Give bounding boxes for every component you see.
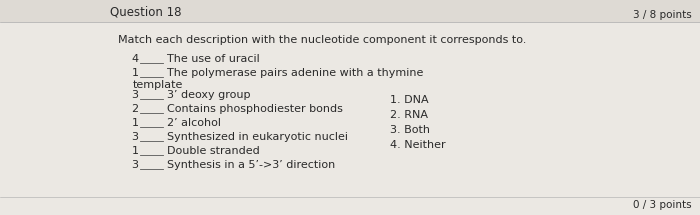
- Text: 4: 4: [132, 54, 139, 64]
- Text: 1: 1: [132, 68, 139, 78]
- Text: Match each description with the nucleotide component it corresponds to.: Match each description with the nucleoti…: [118, 35, 526, 45]
- Text: 2: 2: [132, 104, 139, 114]
- Text: 1: 1: [132, 146, 139, 156]
- Text: 2’ alcohol: 2’ alcohol: [167, 118, 221, 128]
- Text: Double stranded: Double stranded: [167, 146, 260, 156]
- Text: Synthesized in eukaryotic nuclei: Synthesized in eukaryotic nuclei: [167, 132, 348, 142]
- Text: 3 / 8 points: 3 / 8 points: [634, 10, 692, 20]
- Text: Question 18: Question 18: [110, 6, 181, 18]
- Text: 3’ deoxy group: 3’ deoxy group: [167, 90, 251, 100]
- Text: Contains phosphodiester bonds: Contains phosphodiester bonds: [167, 104, 343, 114]
- Text: 3: 3: [132, 132, 139, 142]
- Text: 3: 3: [132, 160, 139, 170]
- Text: The polymerase pairs adenine with a thymine: The polymerase pairs adenine with a thym…: [167, 68, 424, 78]
- Text: 4. Neither: 4. Neither: [390, 140, 446, 150]
- Text: The use of uracil: The use of uracil: [167, 54, 260, 64]
- Text: Synthesis in a 5’->3’ direction: Synthesis in a 5’->3’ direction: [167, 160, 335, 170]
- Text: 0 / 3 points: 0 / 3 points: [634, 200, 692, 210]
- Text: 2. RNA: 2. RNA: [390, 110, 428, 120]
- Text: 3. Both: 3. Both: [390, 125, 430, 135]
- Text: 1. DNA: 1. DNA: [390, 95, 428, 105]
- Text: 3: 3: [132, 90, 139, 100]
- Text: template: template: [133, 80, 183, 90]
- FancyBboxPatch shape: [0, 0, 700, 22]
- Text: 1: 1: [132, 118, 139, 128]
